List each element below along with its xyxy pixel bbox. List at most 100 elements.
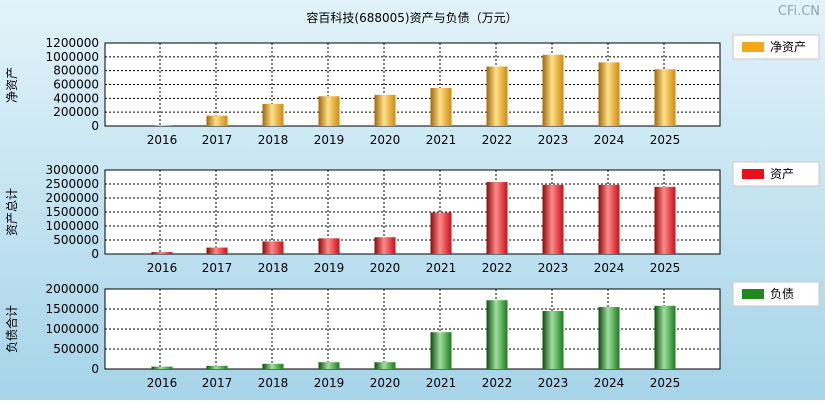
legend-swatch [742, 169, 764, 179]
x-tick-label: 2025 [650, 261, 681, 275]
bar-2023 [542, 311, 564, 369]
y-tick-label: 1000000 [46, 50, 99, 64]
y-tick-label: 800000 [53, 64, 99, 78]
x-tick-labels: 2016 2017 2018 2019 2020 2021 2022 2023 2024 2025 [147, 261, 681, 275]
bar-2019 [318, 238, 340, 254]
bar-2023 [542, 54, 564, 127]
x-tick-label: 2017 [202, 261, 233, 275]
legend: 资产 [732, 161, 820, 187]
bar-2024 [598, 184, 620, 254]
y-tick-label: 500000 [53, 342, 99, 356]
y-tick-label: 1200000 [46, 36, 99, 50]
x-tick-label: 2024 [594, 376, 625, 390]
x-tick-label: 2019 [314, 261, 345, 275]
bars [151, 54, 676, 127]
y-tick-label: 2500000 [46, 177, 99, 191]
legend: 负债 [732, 281, 820, 307]
x-tick-label: 2016 [147, 261, 178, 275]
x-tick-label: 2024 [594, 133, 625, 147]
x-tick-label: 2025 [650, 133, 681, 147]
legend-label: 负债 [770, 287, 794, 301]
legend-label: 资产 [770, 167, 794, 181]
bar-2019 [318, 96, 340, 126]
x-tick-label: 2023 [538, 261, 569, 275]
y-tick-label: 1500000 [46, 205, 99, 219]
y-tick-label: 1000000 [46, 219, 99, 233]
x-tick-labels: 2016 2017 2018 2019 2020 2021 2022 2023 2024 2025 [147, 376, 681, 390]
x-tick-label: 2024 [594, 261, 625, 275]
x-tick-label: 2022 [482, 261, 513, 275]
bar-2021 [430, 212, 452, 254]
total-liabilities-panel: 0 500000 1000000 1500000 2000000 2016 2017 201… [4, 281, 820, 390]
y-tick-label: 0 [91, 362, 99, 376]
y-tick-label: 2000000 [46, 282, 99, 296]
bar-2018 [262, 363, 284, 369]
bar-2020 [374, 94, 396, 126]
net-assets-panel: 020000040000060000080000010000001200000 … [5, 34, 820, 147]
x-tick-label: 2023 [538, 133, 569, 147]
y-tick-label: 400000 [53, 91, 99, 105]
x-tick-label: 2017 [202, 376, 233, 390]
legend-label: 净资产 [770, 40, 806, 54]
x-tick-label: 2023 [538, 376, 569, 390]
bar-2019 [318, 362, 340, 369]
bar-2020 [374, 237, 396, 254]
x-tick-label: 2020 [370, 261, 401, 275]
bar-2022 [486, 182, 508, 254]
x-tick-label: 2021 [426, 261, 457, 275]
y-tick-label: 1000000 [46, 322, 99, 336]
x-tick-label: 2020 [370, 376, 401, 390]
y-tick-labels: 0 500000 1000000 1500000 2000000 [46, 282, 99, 376]
watermark: CFi.CN [778, 4, 820, 19]
legend-box [732, 34, 820, 60]
bar-2021 [430, 332, 452, 369]
bar-2017 [206, 247, 228, 254]
bar-2024 [598, 62, 620, 126]
total-assets-panel: 0500000100000015000002000000250000030000… [5, 161, 820, 275]
bar-2018 [262, 103, 284, 126]
y-tick-label: 0 [91, 247, 99, 261]
bar-2016 [151, 252, 173, 254]
y-tick-label: 3000000 [46, 163, 99, 177]
bar-2025 [654, 186, 676, 254]
bar-2025 [654, 69, 676, 126]
y-tick-label: 500000 [53, 233, 99, 247]
y-tick-label: 600000 [53, 78, 99, 92]
x-tick-label: 2022 [482, 376, 513, 390]
x-tick-label: 2021 [426, 376, 457, 390]
x-tick-label: 2019 [314, 376, 345, 390]
legend-swatch [742, 42, 764, 52]
x-tick-label: 2016 [147, 133, 178, 147]
x-tick-label: 2019 [314, 133, 345, 147]
y-axis-label: 负债合计 [4, 305, 19, 353]
bar-2016 [151, 366, 173, 369]
chart-title: 容百科技(688005)资产与负债（万元） [306, 10, 517, 25]
y-tick-label: 0 [91, 119, 99, 133]
x-tick-label: 2020 [370, 133, 401, 147]
legend-swatch [742, 289, 764, 299]
bar-2022 [486, 300, 508, 369]
x-tick-label: 2018 [258, 261, 289, 275]
x-tick-label: 2016 [147, 376, 178, 390]
x-tick-label: 2018 [258, 133, 289, 147]
bar-2016 [151, 125, 173, 126]
bar-2017 [206, 365, 228, 369]
y-tick-label: 1500000 [46, 302, 99, 316]
bars [151, 300, 676, 369]
bar-2022 [486, 66, 508, 126]
x-tick-label: 2017 [202, 133, 233, 147]
y-axis-label: 净资产 [5, 67, 19, 103]
bar-2017 [206, 115, 228, 126]
x-tick-label: 2018 [258, 376, 289, 390]
y-axis-label: 资产总计 [5, 188, 19, 236]
x-tick-labels: 2016 2017 2018 2019 2020 2021 2022 2023 2024 2025 [147, 133, 681, 147]
y-tick-label: 2000000 [46, 191, 99, 205]
bar-2025 [654, 305, 676, 369]
bar-2018 [262, 241, 284, 254]
y-tick-label: 200000 [53, 105, 99, 119]
bars [151, 182, 676, 254]
legend: 净资产 [732, 34, 820, 60]
